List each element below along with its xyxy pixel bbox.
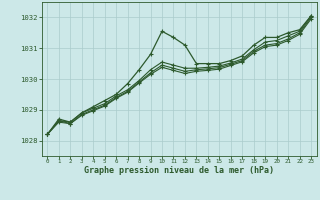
X-axis label: Graphe pression niveau de la mer (hPa): Graphe pression niveau de la mer (hPa) — [84, 166, 274, 175]
